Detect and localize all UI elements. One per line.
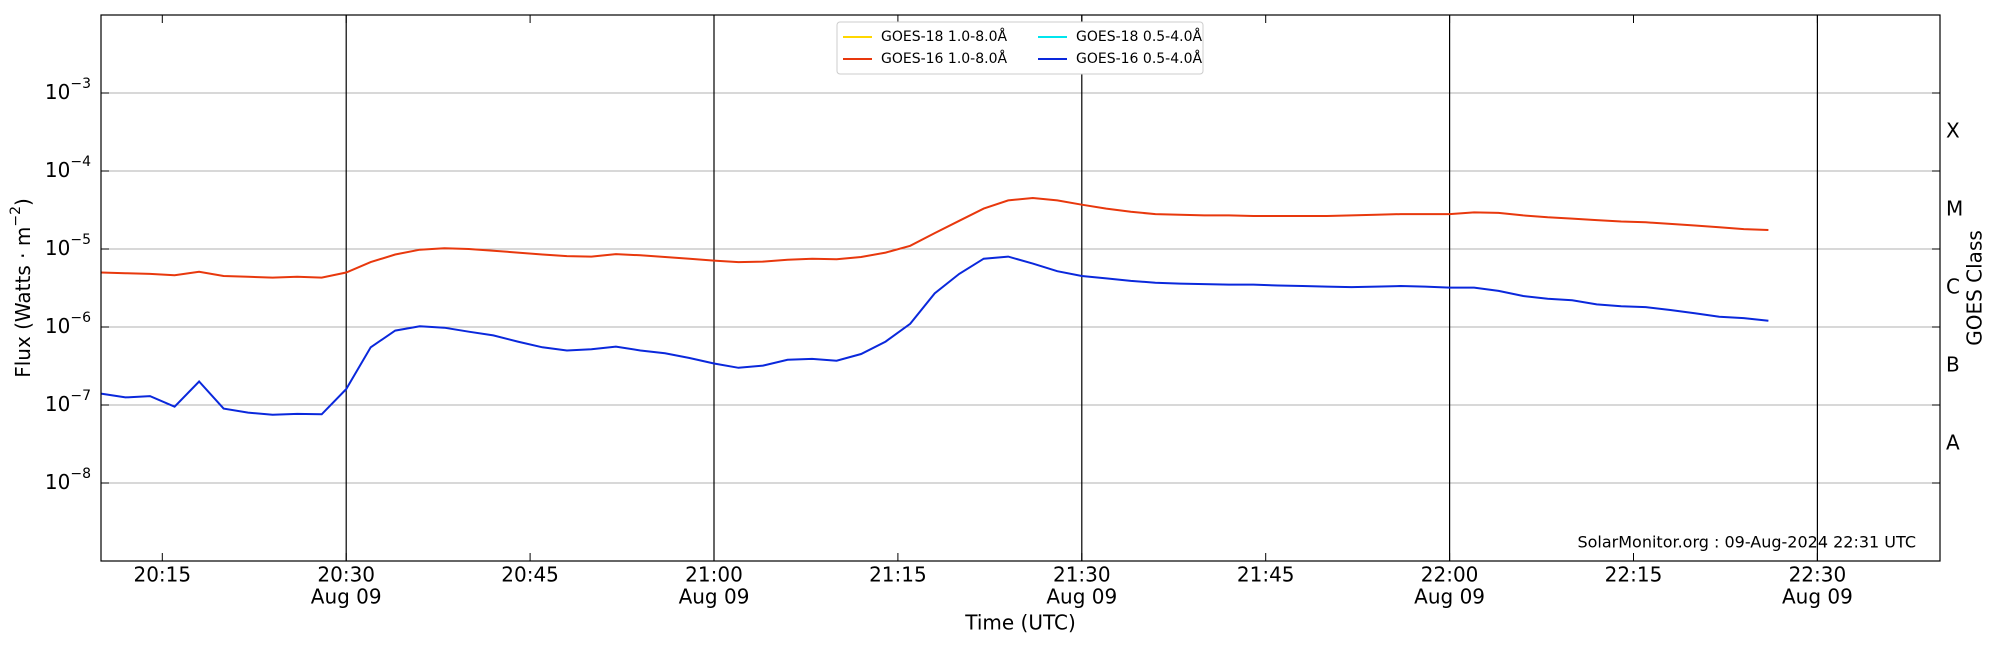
y-tick-base: 10 bbox=[45, 158, 70, 182]
x-tick-sublabel: Aug 09 bbox=[1782, 585, 1853, 609]
y-tick-base: 10 bbox=[45, 392, 70, 416]
plot-frame bbox=[100, 14, 1941, 562]
x-tick-label: 20:30 bbox=[317, 563, 375, 587]
y-axis-label: Flux (Watts · m−2) bbox=[8, 198, 35, 378]
series-line bbox=[100, 255, 1769, 416]
class-label: A bbox=[1946, 431, 1960, 455]
legend-label: GOES-16 0.5-4.0Å bbox=[1076, 50, 1202, 67]
y-tick-label: 10−6 bbox=[45, 310, 91, 338]
class-label: C bbox=[1946, 275, 1960, 299]
y-axis-label-text: Flux (Watts · m bbox=[11, 227, 35, 378]
legend-label: GOES-16 1.0-8.0Å bbox=[881, 50, 1007, 67]
legend-label: GOES-18 1.0-8.0Å bbox=[881, 28, 1007, 45]
y-tick-label: 10−4 bbox=[45, 154, 91, 182]
legend-label: GOES-18 0.5-4.0Å bbox=[1076, 28, 1202, 45]
class-label: B bbox=[1946, 353, 1960, 377]
y-tick-exponent: −8 bbox=[70, 466, 91, 482]
x-tick-label: 20:45 bbox=[501, 563, 559, 587]
class-label: X bbox=[1946, 119, 1960, 143]
x-tick-label: 21:30 bbox=[1053, 563, 1111, 587]
x-tick-label: 20:15 bbox=[133, 563, 191, 587]
y-tick-label: 10−7 bbox=[45, 388, 91, 416]
x-tick-sublabel: Aug 09 bbox=[679, 585, 750, 609]
x-tick-label: 21:00 bbox=[685, 563, 743, 587]
y-tick-base: 10 bbox=[45, 80, 70, 104]
x-tick-sublabel: Aug 09 bbox=[311, 585, 382, 609]
y-axis-label-suffix: ) bbox=[11, 198, 35, 206]
y-tick-exponent: −5 bbox=[70, 232, 91, 248]
x-tick-label: 22:00 bbox=[1421, 563, 1479, 587]
class-label: M bbox=[1946, 197, 1963, 221]
x-tick-label: 21:15 bbox=[869, 563, 927, 587]
x-tick-sublabel: Aug 09 bbox=[1414, 585, 1485, 609]
y2-axis-label: GOES Class bbox=[1963, 230, 1987, 346]
x-tick-label: 22:30 bbox=[1789, 563, 1847, 587]
y-tick-label: 10−5 bbox=[45, 232, 91, 260]
y-axis-label-exponent: −2 bbox=[8, 206, 24, 227]
legend-box bbox=[836, 21, 1204, 75]
y-tick-exponent: −7 bbox=[70, 388, 91, 404]
x-axis-label: Time (UTC) bbox=[964, 611, 1076, 635]
y-tick-label: 10−3 bbox=[45, 76, 91, 104]
y-tick-exponent: −6 bbox=[70, 310, 91, 326]
y-tick-base: 10 bbox=[45, 314, 70, 338]
annotation: SolarMonitor.org : 09-Aug-2024 22:31 UTC bbox=[1577, 533, 1916, 552]
x-tick-label: 21:45 bbox=[1237, 563, 1295, 587]
y-tick-exponent: −3 bbox=[70, 76, 91, 92]
y-tick-exponent: −4 bbox=[70, 154, 91, 170]
y-tick-base: 10 bbox=[45, 236, 70, 260]
series-line bbox=[100, 196, 1769, 279]
y-tick-label: 10−8 bbox=[45, 466, 91, 494]
x-tick-sublabel: Aug 09 bbox=[1046, 585, 1117, 609]
y-tick-base: 10 bbox=[45, 470, 70, 494]
x-tick-label: 22:15 bbox=[1605, 563, 1663, 587]
